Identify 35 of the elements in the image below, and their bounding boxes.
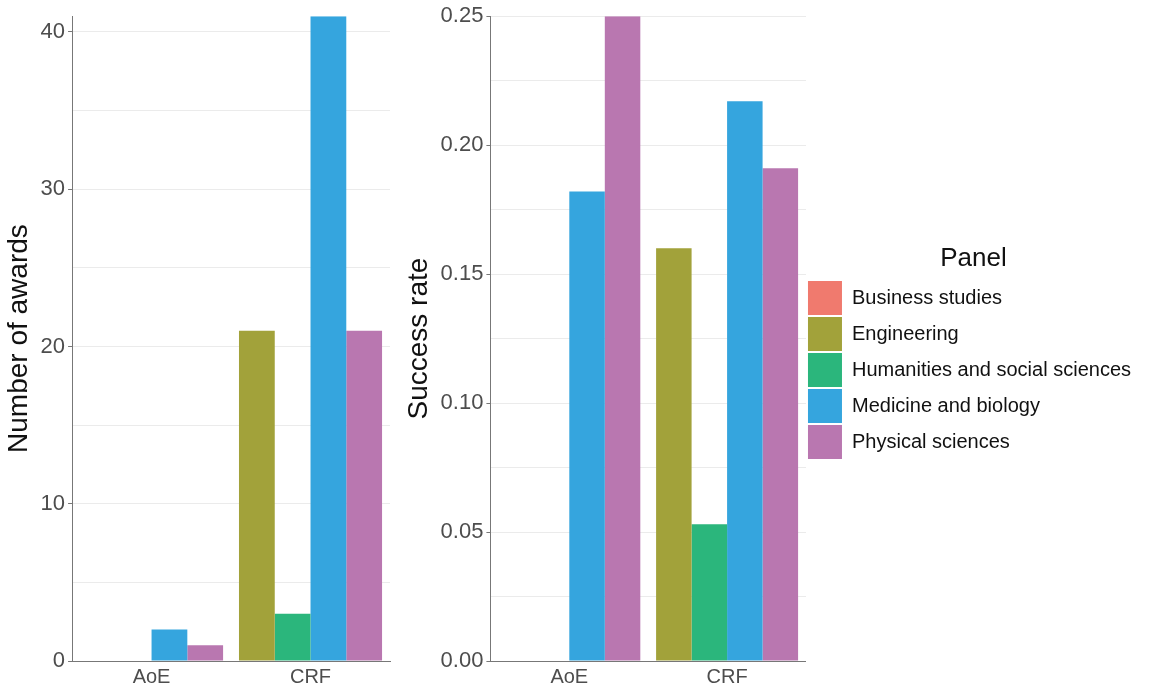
y-tick-label: 0.05 — [440, 518, 484, 544]
y-tick-label: 0.25 — [440, 2, 484, 28]
bar — [274, 613, 311, 661]
y-tick-label: 10 — [40, 489, 66, 515]
legend-label: Medicine and biology — [851, 393, 1040, 416]
bar — [187, 645, 224, 661]
x-tick-label: AoE — [132, 664, 171, 687]
legend-label: Business studies — [851, 285, 1003, 308]
bar — [656, 248, 692, 661]
legend-label: Humanities and social sciences — [851, 357, 1132, 380]
legend-label: Engineering — [851, 321, 959, 344]
y-tick-label: 40 — [40, 17, 66, 43]
y-tick-label: 30 — [40, 175, 66, 201]
bar — [604, 16, 641, 661]
bar — [569, 191, 605, 661]
bar — [346, 330, 383, 661]
bar — [691, 524, 728, 661]
y-tick-label: 20 — [40, 332, 66, 358]
bar — [310, 16, 347, 661]
x-tick-label: AoE — [550, 664, 589, 687]
y-tick-label: 0.00 — [440, 647, 484, 673]
y-axis-title: Success rate — [401, 257, 433, 420]
y-tick-label: 0.20 — [440, 131, 484, 157]
bar — [727, 101, 763, 661]
legend-title: Panel — [940, 242, 1007, 273]
y-tick-label: 0.15 — [440, 260, 484, 286]
y-tick-label: 0.10 — [440, 389, 484, 415]
y-tick-label: 0 — [52, 647, 66, 673]
x-tick-label: CRF — [706, 664, 748, 687]
bar — [151, 629, 188, 661]
x-tick-label: CRF — [289, 664, 332, 687]
bar — [238, 330, 275, 661]
bar — [762, 168, 799, 661]
y-axis-title: Number of awards — [1, 224, 33, 453]
legend-label: Physical sciences — [851, 429, 1010, 452]
